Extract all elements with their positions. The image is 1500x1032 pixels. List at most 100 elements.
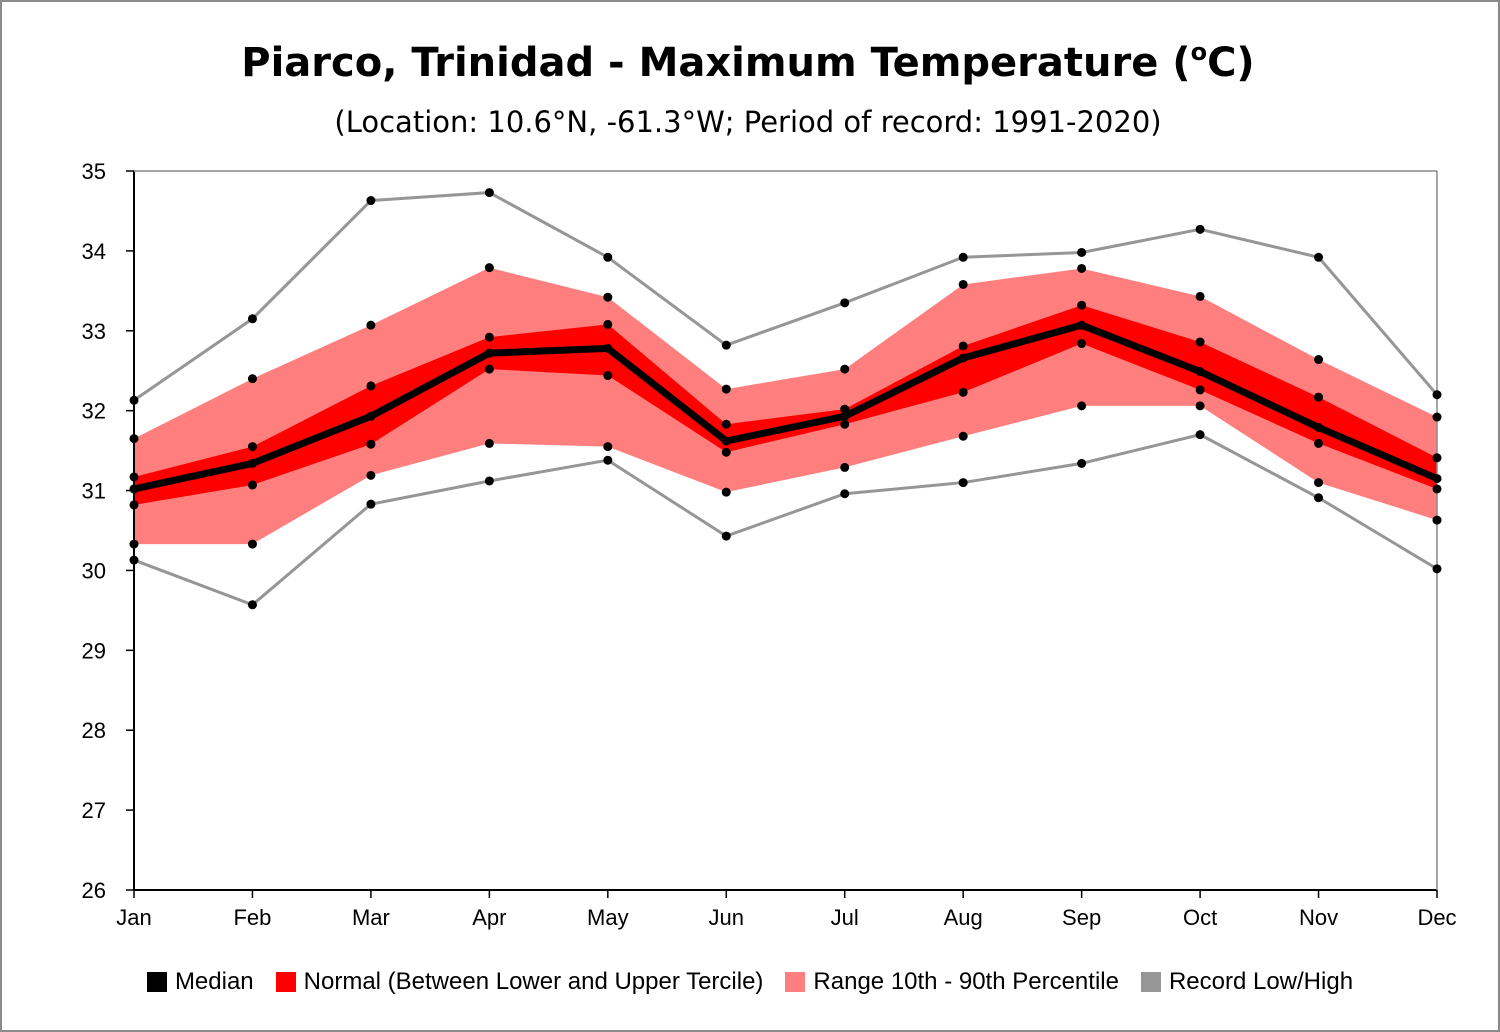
upper-tercile-point [1195,337,1205,347]
lower-tercile-point [247,480,257,490]
y-tick-label: 27 [82,798,106,823]
median-point [129,484,139,494]
percentile-90-point [1077,263,1087,273]
record-low-point [484,476,494,486]
percentile-90-point [721,384,731,394]
lower-tercile-point [958,387,968,397]
percentile-90-point [958,279,968,289]
lower-tercile-point [484,364,494,374]
y-tick-label: 31 [82,479,106,504]
record-high-point [958,252,968,262]
record-low-point [958,478,968,488]
record-high-point [484,188,494,198]
legend-swatch-record [1140,972,1161,992]
record-low-line [133,433,1438,607]
upper-tercile-point [129,472,139,482]
chart-title: Piarco, Trinidad - Maximum Temperature (… [0,38,1496,86]
percentile-10-point [484,438,494,448]
percentile-10-point [1195,401,1205,411]
record-high-point [721,340,731,350]
y-tick-label: 29 [82,638,106,663]
y-tick-label: 30 [82,558,106,583]
upper-tercile-point [1314,392,1324,402]
record-low-point [129,555,139,565]
lower-tercile-point [840,419,850,429]
percentile-90-point [603,292,613,302]
x-tick-label: Sep [1062,905,1101,930]
upper-tercile-point [247,442,257,452]
median-point [1314,422,1324,432]
x-tick-label: Dec [1417,905,1456,930]
median-point [366,411,376,421]
record-low-point [840,489,850,499]
record-low-point [1314,493,1324,503]
chart-subtitle: (Location: 10.6°N, -61.3°W; Period of re… [334,105,1162,139]
record-high-point [1195,224,1205,234]
x-tick-label: Nov [1299,905,1338,930]
percentile-90-point [247,374,257,384]
record-low-point [1432,564,1442,574]
percentile-90-point [1195,291,1205,301]
chart-title-end: C) [1207,40,1255,86]
upper-tercile-point [603,319,613,329]
percentile-10-point [958,431,968,441]
record-high-point [1077,247,1087,257]
chart-title-main: Piarco, Trinidad - Maximum Temperature ( [241,40,1191,86]
percentile-10-point [1077,401,1087,411]
x-tick-label: Feb [233,905,271,930]
lower-tercile-point [1314,438,1324,448]
lower-tercile-point [603,371,613,381]
x-tick-label: Jan [116,905,151,930]
lower-tercile-point [1432,484,1442,494]
x-tick-label: Jul [831,905,859,930]
record-high-point [1432,390,1442,400]
median-point [1077,320,1087,330]
upper-tercile-point [1432,453,1442,463]
record-high-point [129,395,139,405]
record-high-point [1314,252,1324,262]
legend-swatch-normal [275,972,296,992]
median-point [840,411,850,421]
legend-swatch-median [146,972,167,992]
upper-tercile-point [721,419,731,429]
record-high-point [603,252,613,262]
upper-tercile-point [484,332,494,342]
median-point [247,458,257,468]
median-point [958,353,968,363]
x-tick-label: Oct [1183,905,1217,930]
percentile-90-point [366,320,376,330]
record-high-point [366,196,376,206]
record-low-point [721,531,731,541]
lower-tercile-point [129,500,139,510]
record-low-point [603,455,613,465]
upper-tercile-point [958,341,968,351]
median-point [484,348,494,358]
lower-tercile-point [366,439,376,449]
x-tick-label: May [587,905,629,930]
record-high-point [840,298,850,308]
percentile-90-point [484,263,494,273]
y-tick-label: 33 [82,319,106,344]
upper-tercile-point [840,404,850,414]
legend-item-percentile: Range 10th - 90th Percentile [785,968,1119,996]
legend-item-record: Record Low/High [1140,968,1354,996]
y-tick-label: 28 [82,718,106,743]
y-tick-label: 34 [82,239,106,264]
record-low-point [1195,430,1205,440]
percentile-90-point [1314,355,1324,365]
legend-swatch-percentile [785,972,806,992]
legend-label-record: Record Low/High [1168,968,1354,995]
legend-item-median: Median [146,968,254,996]
lower-tercile-point [1195,385,1205,395]
chart-title-superscript: o [1190,38,1208,66]
percentile-10-point [247,539,257,549]
percentile-10-point [366,470,376,480]
lower-tercile-point [1077,339,1087,349]
y-tick-label: 32 [82,399,106,424]
upper-tercile-point [1077,300,1087,310]
x-tick-label: Apr [472,905,506,930]
median-point [1195,367,1205,377]
percentile-10-point [129,539,139,549]
legend-label-percentile: Range 10th - 90th Percentile [813,968,1119,995]
